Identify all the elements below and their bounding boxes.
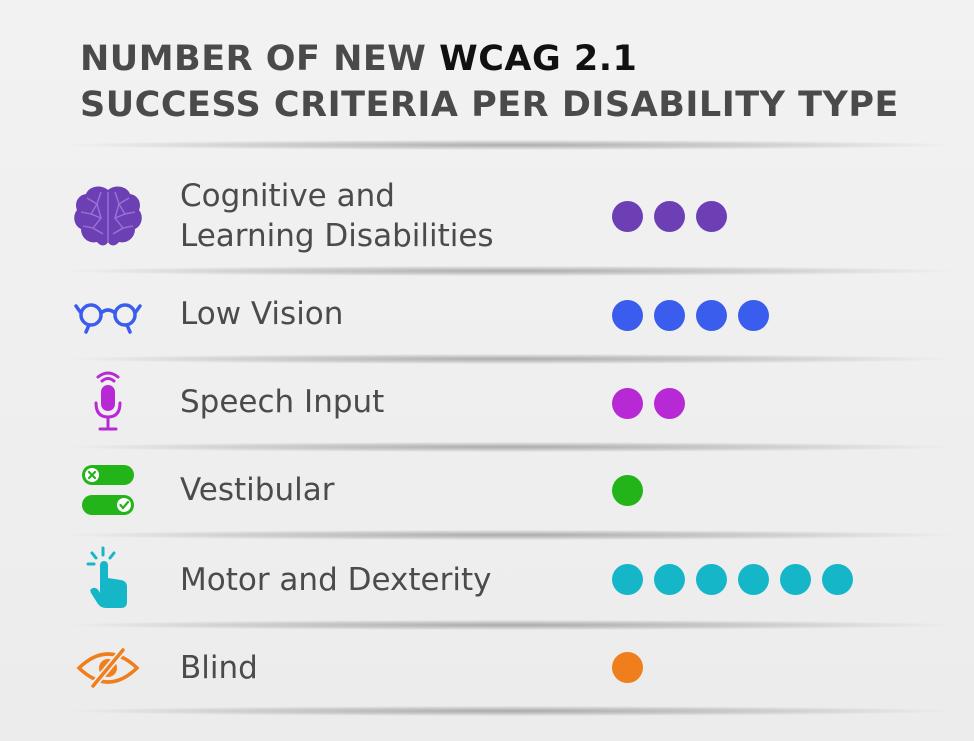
count-dot	[612, 200, 643, 232]
title-line2: SUCCESS CRITERIA PER DISABILITY TYPE	[80, 85, 899, 125]
count-dot	[654, 563, 685, 595]
dots-low-vision	[612, 298, 769, 332]
glasses-icon	[72, 279, 144, 351]
count-dot	[822, 563, 853, 595]
row-label-speech-input: Speech Input	[180, 384, 385, 420]
dots-blind	[612, 650, 643, 684]
row-label-cognitive: Cognitive and Learning Disabilities	[180, 178, 494, 254]
chart-title: NUMBER OF NEW WCAG 2.1 SUCCESS CRITERIA …	[80, 36, 899, 128]
eye-slash-icon	[72, 632, 144, 704]
count-dot	[654, 387, 685, 419]
divider	[70, 442, 950, 452]
divider	[70, 706, 950, 716]
count-dot	[696, 563, 727, 595]
microphone-icon	[72, 366, 144, 438]
row-label-vestibular: Vestibular	[180, 472, 335, 508]
count-dot	[612, 651, 643, 683]
count-dot	[612, 563, 643, 595]
row-label-blind: Blind	[180, 650, 258, 686]
count-dot	[780, 563, 811, 595]
brain-icon	[72, 180, 144, 252]
count-dot	[738, 563, 769, 595]
title-line1-prefix: NUMBER OF NEW	[80, 39, 440, 79]
count-dot	[612, 387, 643, 419]
divider	[70, 140, 950, 150]
divider	[70, 530, 950, 540]
row-label-low-vision: Low Vision	[180, 296, 344, 332]
count-dot	[738, 299, 769, 331]
pointing-hand-icon	[72, 543, 144, 615]
divider	[70, 354, 950, 364]
count-dot	[612, 474, 643, 506]
dots-cognitive	[612, 199, 727, 233]
toggle-switches-icon	[72, 454, 144, 526]
dots-motor-dexterity	[612, 562, 853, 596]
divider	[70, 620, 950, 630]
count-dot	[654, 200, 685, 232]
count-dot	[654, 299, 685, 331]
count-dot	[696, 299, 727, 331]
count-dot	[612, 299, 643, 331]
count-dot	[696, 200, 727, 232]
dots-speech-input	[612, 386, 685, 420]
row-label-motor-dexterity: Motor and Dexterity	[180, 562, 492, 598]
title-line1-bold: WCAG 2.1	[439, 39, 638, 79]
dots-vestibular	[612, 473, 643, 507]
divider	[70, 266, 950, 276]
